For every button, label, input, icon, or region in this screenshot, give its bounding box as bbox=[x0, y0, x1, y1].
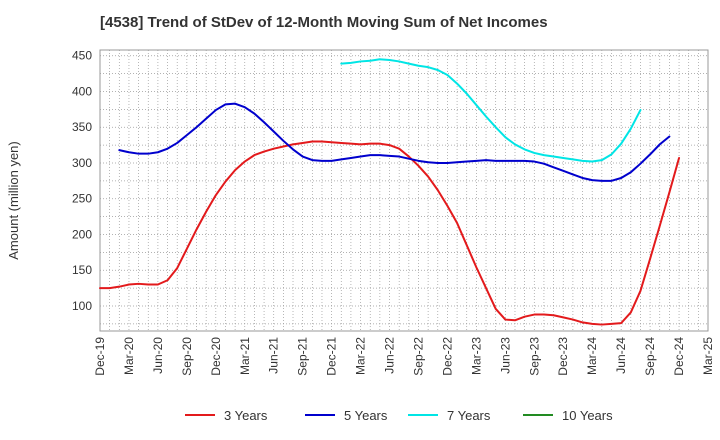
y-tick-label: 300 bbox=[72, 156, 92, 170]
x-tick-label: Jun-21 bbox=[267, 337, 281, 374]
y-tick-label: 400 bbox=[72, 84, 92, 98]
x-tick-label: Dec-20 bbox=[209, 337, 223, 376]
legend-label-7-years: 7 Years bbox=[447, 408, 491, 423]
x-tick-label: Dec-24 bbox=[672, 337, 686, 376]
y-tick-label: 450 bbox=[72, 49, 92, 63]
y-tick-label: 200 bbox=[72, 227, 92, 241]
x-tick-label: Mar-25 bbox=[701, 337, 715, 375]
x-tick-label: Sep-21 bbox=[296, 337, 310, 376]
legend-label-3-years: 3 Years bbox=[224, 408, 268, 423]
x-tick-label: Sep-24 bbox=[643, 337, 657, 376]
x-tick-label: Sep-23 bbox=[527, 337, 541, 376]
x-tick-label: Jun-22 bbox=[383, 337, 397, 374]
x-tick-label: Mar-23 bbox=[469, 337, 483, 375]
series-line-5-years bbox=[118, 102, 671, 182]
series-line-7-years bbox=[340, 58, 642, 163]
legend-label-5-years: 5 Years bbox=[344, 408, 388, 423]
x-tick-label: Dec-23 bbox=[556, 337, 570, 376]
x-tick-label: Mar-20 bbox=[122, 337, 136, 375]
x-tick-label: Sep-22 bbox=[411, 337, 425, 376]
y-tick-label: 350 bbox=[72, 120, 92, 134]
series-line-3-years bbox=[99, 140, 681, 326]
y-tick-label: 250 bbox=[72, 192, 92, 206]
y-tick-label: 150 bbox=[72, 263, 92, 277]
x-tick-label: Mar-24 bbox=[585, 337, 599, 375]
y-axis-title: Amount (million yen) bbox=[6, 141, 21, 260]
y-tick-label: 100 bbox=[72, 299, 92, 313]
plot-area bbox=[99, 49, 709, 332]
x-tick-label: Dec-22 bbox=[440, 337, 454, 376]
x-tick-label: Jun-24 bbox=[614, 337, 628, 374]
x-tick-label: Sep-20 bbox=[180, 337, 194, 376]
legend-label-10-years: 10 Years bbox=[562, 408, 613, 423]
x-tick-label: Jun-20 bbox=[151, 337, 165, 374]
x-tick-label: Jun-23 bbox=[498, 337, 512, 374]
x-tick-label: Dec-21 bbox=[325, 337, 339, 376]
x-tick-label: Dec-19 bbox=[93, 337, 107, 376]
x-tick-label: Mar-21 bbox=[238, 337, 252, 375]
chart-title: [4538] Trend of StDev of 12-Month Moving… bbox=[100, 14, 548, 31]
x-tick-label: Mar-22 bbox=[354, 337, 368, 375]
